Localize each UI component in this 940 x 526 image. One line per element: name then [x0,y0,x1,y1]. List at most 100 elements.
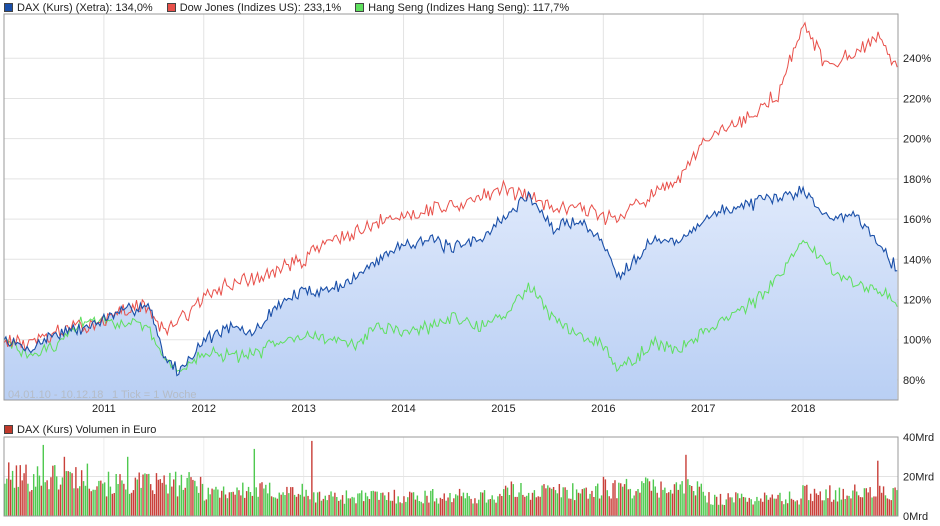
legend-item-dow[interactable]: Dow Jones (Indizes US): 233,1% [166,1,341,14]
volume-bar [334,492,336,516]
volume-bar [52,465,54,516]
volume-bar [495,502,497,516]
volume-bar [723,505,726,516]
volume-bar [96,486,98,516]
volume-bar [875,496,877,516]
volume-bar [573,500,576,516]
volume-bar [597,483,599,516]
volume-bar [253,448,256,516]
volume-bar [86,463,89,516]
x-tick-label: 2015 [491,403,515,415]
volume-bar [125,489,127,516]
volume-bar [829,485,831,516]
volume-bar [539,496,541,516]
volume-bar [514,496,516,516]
volume-bar [710,504,712,516]
volume-bar [474,498,476,516]
volume-bar [167,493,169,516]
volume-bar [343,503,346,516]
volume-bar [535,497,538,516]
volume-bar [863,488,866,516]
volume-bar [54,465,56,516]
volume-bar [15,465,18,516]
volume-plot-frame [3,436,899,517]
volume-bar [259,483,261,516]
volume-bar [449,493,451,516]
legend-item-dax[interactable]: DAX (Kurs) (Xetra): 134,0% [4,1,153,14]
volume-bar [424,490,426,516]
volume-bar [420,501,422,516]
volume-bar [560,497,562,516]
volume-bar [499,493,501,516]
volume-bar [328,494,330,516]
volume-bar [848,495,850,516]
volume-bar [146,474,148,516]
volume-bar [827,498,829,516]
volume-bar [226,498,229,516]
volume-bar [464,498,467,516]
volume-bar [618,482,620,516]
volume-bar [460,496,463,516]
y-tick-label: 160% [903,214,931,226]
volume-bar [456,495,459,516]
volume-bar [176,496,179,516]
volume-bar [746,501,749,516]
volume-bar [4,483,6,516]
volume-bar [685,454,687,516]
legend-item-hang[interactable]: Hang Seng (Indizes Hang Seng): 117,7% [355,1,569,14]
chart-legend: DAX (Kurs) (Xetra): 134,0% Dow Jones (In… [4,1,569,14]
volume-bar [595,486,597,516]
volume-bar [151,490,154,516]
volume-bar [435,498,438,516]
volume-bar [69,471,71,516]
volume-bar [650,490,653,516]
volume-bar [869,487,871,516]
volume-bar [46,480,48,516]
volume-bar [696,481,699,516]
volume-bar [267,493,269,516]
volume-bar [182,489,185,516]
volume-bar [265,484,267,516]
volume-bar [113,493,115,516]
volume-y-tick-label: 40Mrd [903,432,934,444]
volume-legend-label: DAX (Kurs) Volumen in Euro [17,423,157,436]
volume-bar [184,487,186,516]
volume-bar [63,456,66,517]
y-tick-label: 100% [903,335,931,347]
volume-bar [123,483,125,516]
volume-bar [361,490,363,516]
volume-bar [441,499,444,516]
volume-bar [130,492,133,516]
volume-bar [359,493,361,516]
volume-bar [21,480,23,516]
volume-bar [794,501,797,516]
volume-bar [309,499,311,516]
volume-bar [566,489,568,516]
volume-bar [497,496,499,516]
volume-bar [855,491,858,516]
volume-bar [150,484,152,516]
volume-bar [408,491,411,516]
volume-bar [760,498,762,516]
volume-bar [368,499,371,516]
volume-bar [140,487,142,516]
volume-bar [84,485,87,516]
volume-bar [56,476,58,516]
volume-bar [679,484,681,516]
volume-bar [247,486,250,516]
volume-bar [407,497,409,516]
volume-bar [892,488,894,516]
volume-bar [602,476,605,516]
y-tick-label: 80% [903,375,925,387]
volume-bar [547,485,549,516]
volume-bar [412,492,415,516]
volume-bar [600,495,603,516]
volume-bar [725,499,727,516]
volume-bar [251,495,254,516]
volume-bar [501,496,503,516]
volume-bar [385,500,388,516]
volume-bar [422,503,424,516]
volume-bar [652,479,655,516]
volume-bar [414,499,417,516]
volume-bar [831,501,833,516]
